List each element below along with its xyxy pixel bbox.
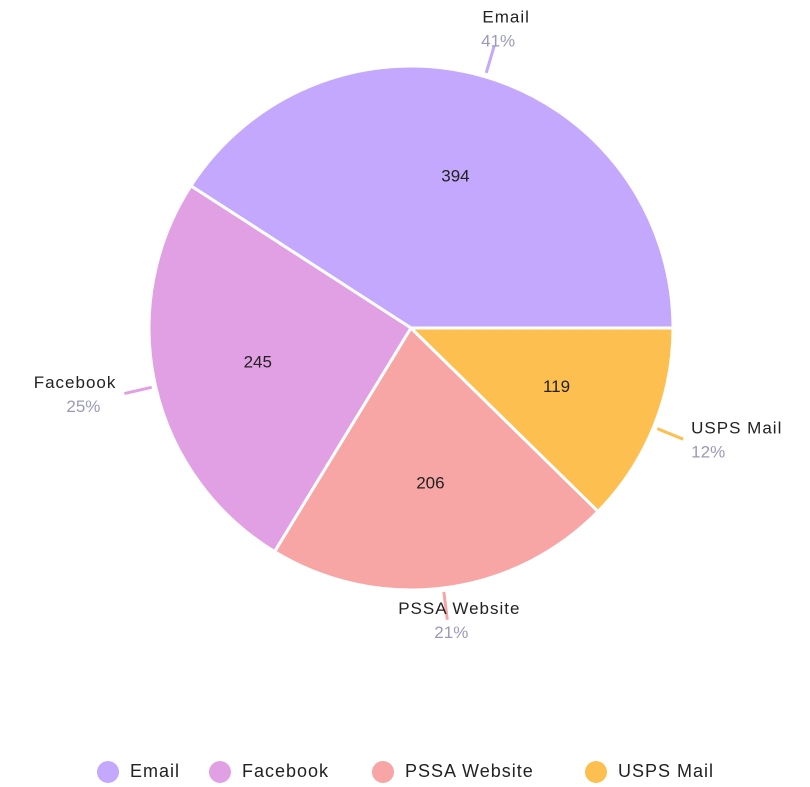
slice-name: Email [482,7,530,26]
leader-line [656,427,684,441]
pie-slice [407,326,675,514]
legend-swatch [209,761,231,783]
value-label: 394 [441,167,469,186]
leader-line [124,385,153,396]
value-label: 206 [416,473,444,492]
value-label: 245 [244,353,272,372]
legend-label: Facebook [242,761,329,781]
leader-line [442,591,449,620]
slice-name: USPS Mail [691,419,782,438]
value-label: 119 [543,377,570,396]
slice-percent: 12% [691,443,725,462]
legend-label: Email [130,761,180,781]
slice-name: PSSA Website [398,599,520,618]
slice-percent: 25% [66,397,100,416]
legend-swatch [97,761,119,783]
legend-label: PSSA Website [405,761,534,781]
pie-slice [272,325,601,592]
slice-percent: 41% [481,31,515,50]
legend-swatch [585,761,607,783]
legend-label: USPS Mail [618,761,714,781]
leader-line [484,45,496,74]
pie-slice [147,183,414,554]
slice-percent: 21% [434,623,468,642]
slice-name: Facebook [34,373,117,392]
legend-swatch [372,761,394,783]
